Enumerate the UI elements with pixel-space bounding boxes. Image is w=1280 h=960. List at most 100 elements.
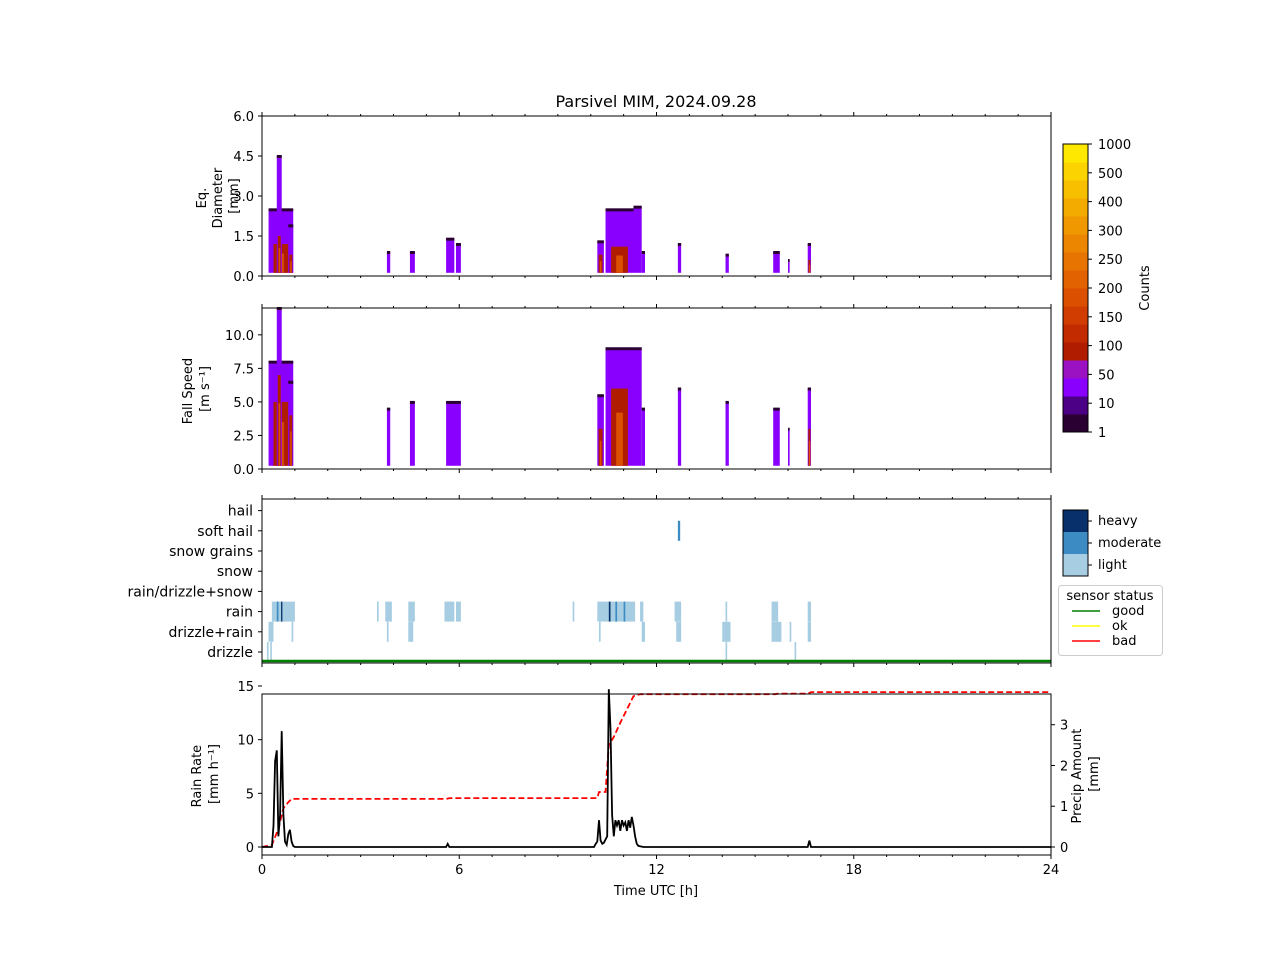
type-event-cell (385, 601, 392, 622)
x-axis-label: Time UTC [h] (613, 884, 698, 899)
fall-speed-ylabel-line-1: Fall Speed (181, 358, 196, 424)
precip-amount-ylabel-line-1: Precip Amount (1070, 729, 1085, 824)
type-event-cell (408, 601, 415, 622)
heatmap-cell-edge (677, 387, 682, 391)
rain-rate-tick-label: 10 (237, 734, 254, 749)
intensity-legend: heavy moderate light (1062, 509, 1161, 577)
precip-amount-y-ticks: 0 1 2 3 (1051, 719, 1068, 856)
type-event-cell (771, 601, 779, 622)
colorbar-blocks (1063, 144, 1088, 433)
heatmap-cell (725, 254, 729, 273)
heatmap-peak-cell (616, 255, 623, 273)
type-event-cell (771, 621, 782, 642)
type-event-cell (598, 621, 601, 642)
x-axis-ticks: 0 6 12 18 24 (258, 855, 1059, 878)
type-event-cell (674, 601, 682, 622)
heatmap-peak-cell (278, 403, 281, 466)
colorbar-tick-label: 10 (1098, 397, 1115, 412)
diameter-ylabel-line-2: Diameter (211, 167, 226, 228)
type-event-cell (807, 621, 812, 642)
y-tick-label: 3.0 (233, 190, 254, 205)
heatmap-cell (409, 252, 415, 273)
type-event-cell (807, 601, 812, 622)
x-tick-label: 24 (1043, 863, 1060, 878)
colorbar-block (1063, 396, 1088, 415)
type-tick-label: drizzle (207, 645, 253, 661)
type-event-cell (794, 642, 797, 662)
type-tick-label: rain (226, 605, 253, 621)
heatmap-cell-edge (773, 407, 780, 411)
heatmap-cell-edge (597, 240, 604, 244)
heatmap-cell-edge (409, 400, 415, 404)
status-ok-label: ok (1112, 619, 1128, 634)
type-event-cell (640, 601, 644, 622)
fall-speed-panel: 0.0 2.5 5.0 7.5 10.0 Fall Speed [m s⁻¹] (181, 304, 1052, 478)
heatmap-cell-edge (446, 400, 461, 404)
heatmap-peak-cell (599, 261, 602, 273)
colorbar-block (1063, 180, 1088, 199)
precip-amount-ylabel-line-2: [mm] (1087, 756, 1102, 791)
heatmap-cell (633, 348, 642, 466)
heatmap-cell (386, 252, 391, 273)
heatmap-cell (641, 252, 645, 273)
colorbar-tick-label: 1000 (1098, 138, 1131, 153)
heatmap-cell (807, 388, 812, 466)
colorbar-tick-label: 500 (1098, 167, 1123, 182)
diameter-ylabel-line-3: [mm] (227, 178, 242, 213)
figure-title: Parsivel MIM, 2024.09.28 (555, 92, 756, 111)
rain-rate-tick-label: 15 (237, 680, 254, 695)
heatmap-cell-edge (677, 243, 682, 246)
colorbar-tick-label: 150 (1098, 311, 1123, 326)
heatmap-cell-edge (788, 259, 790, 262)
status-legend-box (1058, 585, 1163, 656)
precip-type-y-ticks: drizzle drizzle+rain rain rain/drizzle+snow… (128, 504, 262, 661)
counts-colorbar: 1 10 50 100 150 200 250 300 400 500 1000 Counts (1062, 138, 1153, 441)
diameter-plot-area (262, 116, 1051, 276)
heatmap-cell-edge (276, 155, 282, 158)
type-event-cell (572, 601, 575, 622)
status-legend-title: sensor status (1066, 589, 1153, 604)
colorbar-label: Counts (1138, 265, 1153, 311)
colorbar-tick-label: 50 (1098, 368, 1115, 383)
heatmap-cell-edge (725, 253, 729, 257)
type-event-cell (608, 601, 611, 622)
diameter-ylabel: Eq. Diameter [mm] (195, 164, 242, 229)
colorbar-tick-label: 1 (1098, 426, 1106, 441)
type-event-cell (276, 601, 279, 622)
type-event-cell (725, 642, 728, 662)
type-event-cell (641, 621, 645, 642)
colorbar-block (1063, 414, 1088, 433)
heatmap-cell-edge (386, 251, 391, 254)
type-event-cell (789, 621, 792, 642)
heatmap-cell-edge (597, 394, 604, 398)
fall-speed-plot-area (262, 308, 1051, 469)
type-event-cell (268, 621, 274, 642)
heatmap-peak-cell (616, 412, 623, 466)
intensity-moderate-swatch (1063, 532, 1088, 554)
heatmap-cell (677, 244, 682, 273)
type-event-cell (615, 601, 618, 622)
heatmap-cell-edge (605, 347, 634, 351)
precip-type-heatmap (266, 520, 812, 662)
heatmap-cell-edge (288, 224, 294, 228)
colorbar-block (1063, 378, 1088, 397)
colorbar-tick-label: 300 (1098, 224, 1123, 239)
y-tick-label: 0.0 (233, 270, 254, 285)
heatmap-peak-cell (290, 431, 292, 466)
x-tick-label: 12 (648, 863, 665, 878)
rain-rate-ylabel: Rain Rate [mm h⁻¹] (190, 741, 222, 808)
precip-type-panel: drizzle drizzle+rain rain rain/drizzle+snow… (128, 495, 1052, 667)
diameter-y-ticks: 0.0 1.5 3.0 4.5 6.0 (233, 110, 262, 285)
colorbar-block (1063, 234, 1088, 253)
precip-amount-ylabel: Precip Amount [mm] (1070, 724, 1102, 823)
rain-rate-line (262, 689, 1051, 848)
heatmap-cell-edge (605, 208, 634, 212)
precip-type-x-ticks (261, 495, 1052, 667)
heatmap-cell (409, 401, 415, 466)
intensity-light-swatch (1063, 554, 1088, 576)
y-tick-label: 6.0 (233, 110, 254, 125)
y-tick-label: 4.5 (233, 150, 254, 165)
precip-amount-tick-label: 3 (1060, 719, 1068, 734)
heatmap-cell-edge (455, 243, 461, 246)
rain-rate-tick-label: 0 (246, 841, 254, 856)
